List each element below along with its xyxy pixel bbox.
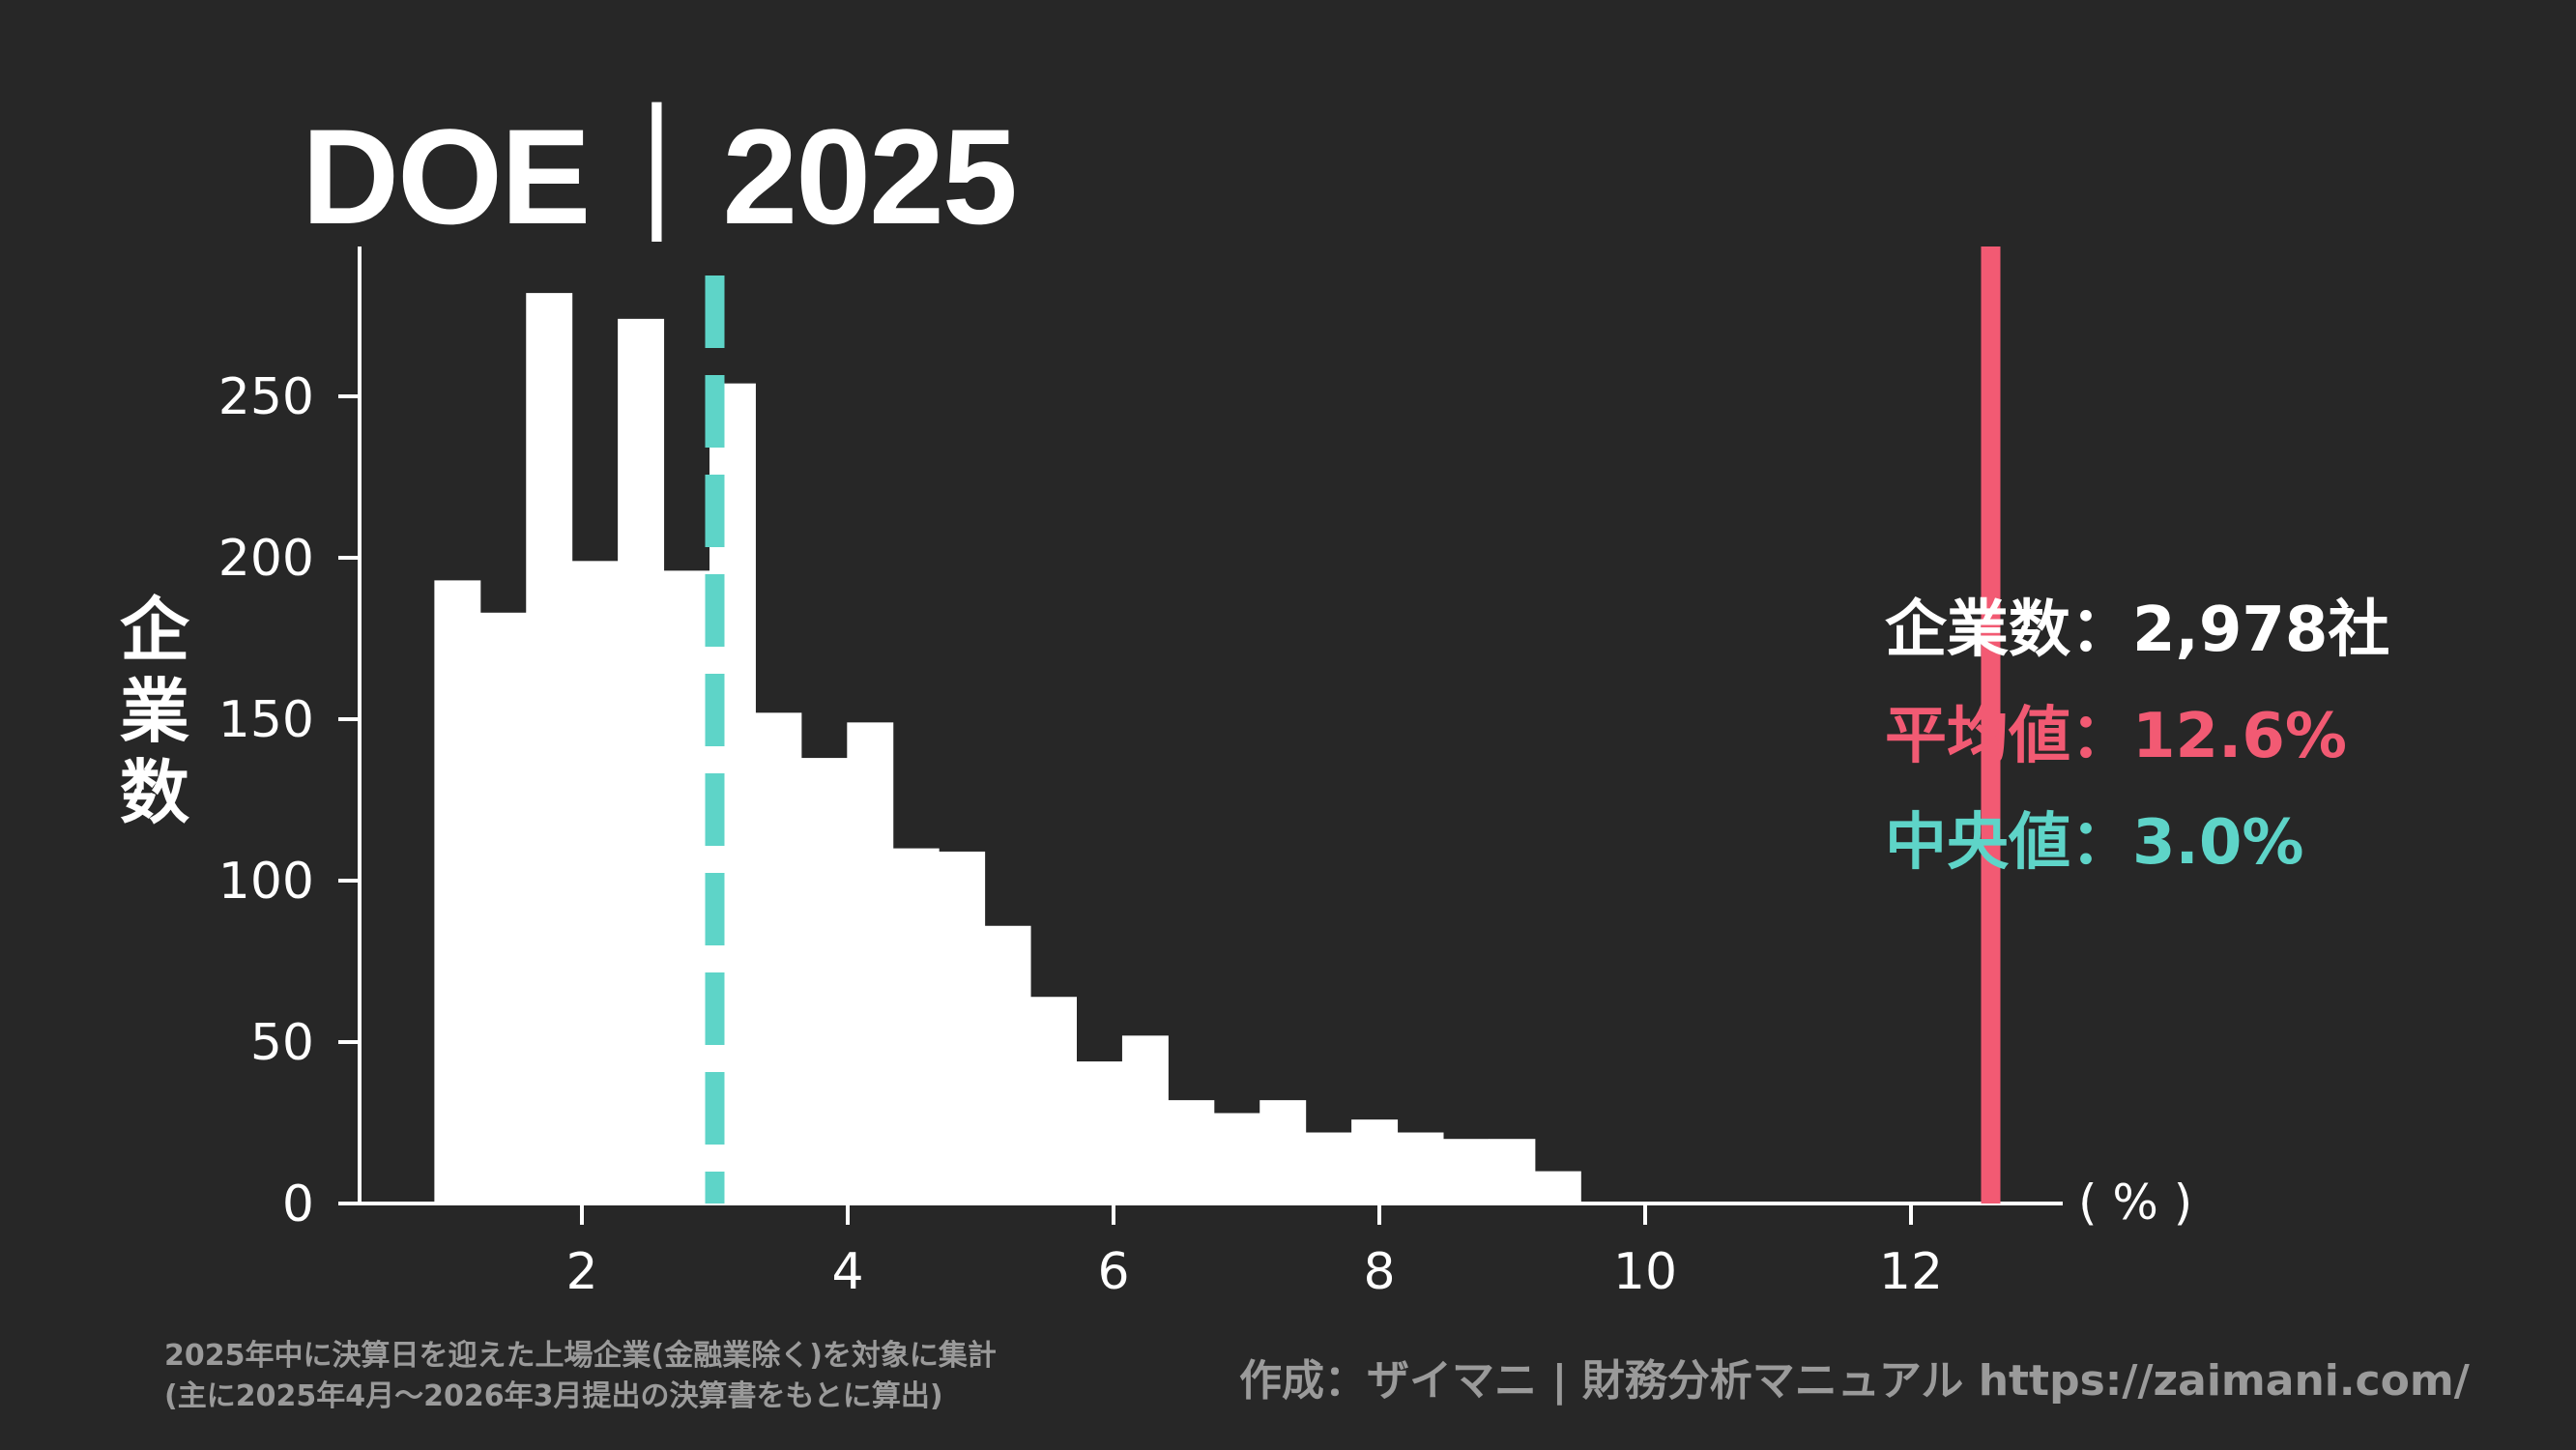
histogram-bar — [479, 612, 527, 1204]
footer-note-line2: (主に2025年4月～2026年3月提出の決算書をもとに算出) — [164, 1379, 943, 1413]
median-annotation: 中央値：3.0% — [1885, 807, 2304, 879]
y-tick-label: 150 — [218, 691, 314, 749]
histogram-bar — [1443, 1139, 1490, 1204]
y-tick-label: 250 — [218, 368, 314, 426]
histogram-bar — [892, 848, 940, 1204]
x-axis-unit-label: ( % ) — [2078, 1174, 2193, 1231]
histogram-bar — [1213, 1113, 1260, 1204]
y-tick-label: 100 — [218, 853, 314, 911]
y-tick-label: 50 — [250, 1014, 314, 1072]
histogram-bar — [1076, 1061, 1123, 1204]
histogram-bar — [1534, 1171, 1581, 1204]
histogram-bar — [755, 712, 802, 1204]
company-count-annotation: 企業数：2,978社 — [1885, 594, 2390, 666]
chart-title: DOE｜2025 — [302, 101, 1018, 252]
footer-note: 2025年中に決算日を迎えた上場企業(金融業除く)を対象に集計 (主に2025年… — [164, 1336, 997, 1417]
histogram-bar — [847, 722, 894, 1204]
histogram-bar — [618, 318, 665, 1204]
footer-note-line1: 2025年中に決算日を迎えた上場企業(金融業除く)を対象に集計 — [164, 1339, 997, 1373]
histogram-bar — [1259, 1100, 1307, 1204]
histogram-bar — [1168, 1100, 1215, 1204]
histogram-bar — [939, 851, 986, 1204]
footer-credit: 作成：ザイマニ | 財務分析マニュアル https://zaimani.com/ — [1239, 1356, 2470, 1406]
y-tick-label: 200 — [218, 530, 314, 588]
x-tick-label: 4 — [831, 1243, 863, 1301]
histogram-bar — [1397, 1132, 1444, 1204]
histogram-bar — [526, 293, 573, 1204]
x-tick-label: 6 — [1097, 1243, 1129, 1301]
x-tick-label: 2 — [565, 1243, 597, 1301]
histogram-bar — [434, 580, 481, 1204]
y-tick-label: 0 — [282, 1175, 314, 1233]
histogram-bar — [571, 561, 619, 1204]
histogram-bar — [663, 570, 710, 1204]
histogram-bar — [1121, 1035, 1169, 1204]
histogram-bar — [1305, 1132, 1352, 1204]
x-tick-label: 12 — [1879, 1243, 1943, 1301]
x-tick-label: 8 — [1363, 1243, 1395, 1301]
histogram-bar — [800, 758, 848, 1204]
histogram-bar — [1489, 1139, 1536, 1204]
mean-annotation: 平均値：12.6% — [1885, 701, 2348, 772]
x-tick-label: 10 — [1613, 1243, 1677, 1301]
histogram-bar — [1030, 997, 1077, 1204]
histogram-bar — [1351, 1119, 1399, 1204]
y-axis-label: 企業数 — [119, 590, 189, 833]
histogram-bar — [984, 925, 1031, 1204]
